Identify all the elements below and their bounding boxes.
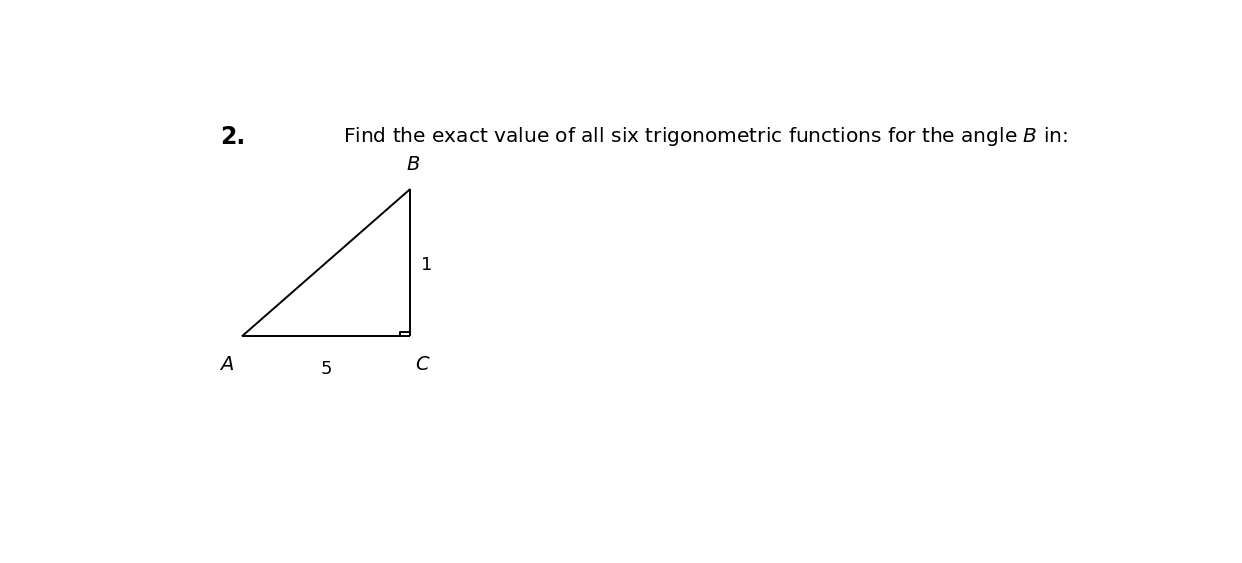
Text: $C$: $C$ (415, 355, 431, 373)
Text: $B$: $B$ (406, 156, 420, 174)
Text: 5: 5 (320, 360, 333, 378)
Text: $A$: $A$ (219, 355, 233, 373)
Text: 2.: 2. (220, 125, 245, 149)
Text: 1: 1 (421, 256, 432, 274)
Text: Find the exact value of all six trigonometric functions for the angle $B$ in:: Find the exact value of all six trigonom… (343, 126, 1068, 149)
